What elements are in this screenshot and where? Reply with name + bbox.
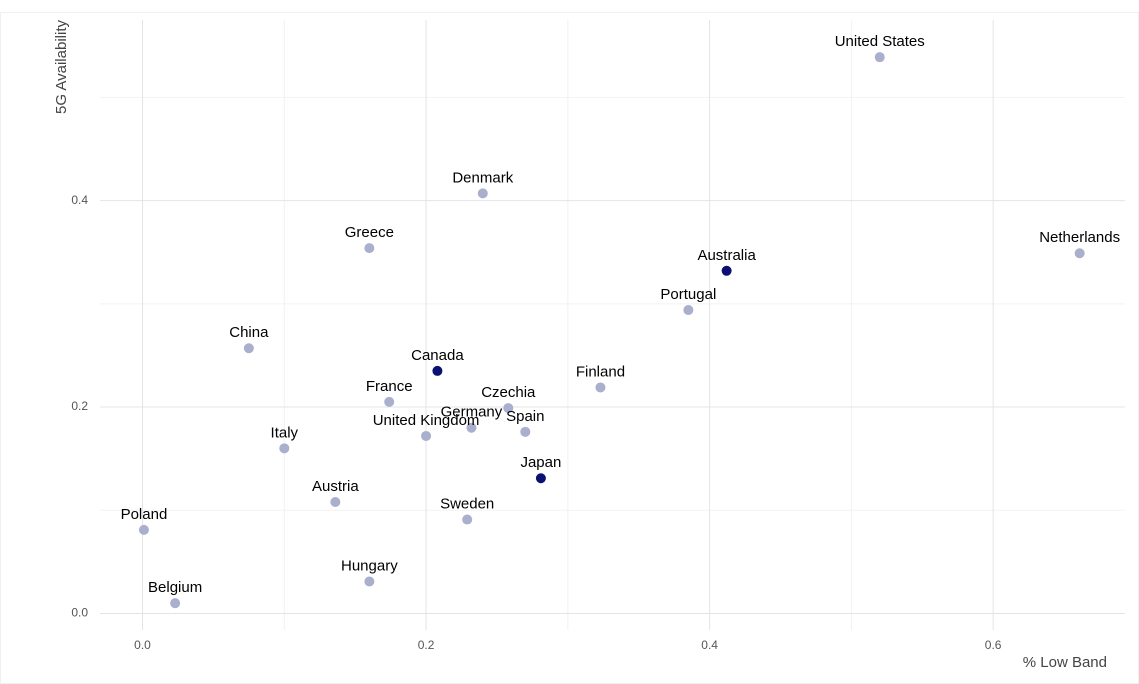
- point: [721, 265, 732, 276]
- point: [595, 382, 606, 393]
- point: [503, 403, 514, 414]
- point-label: Italy: [271, 424, 299, 441]
- point: [364, 243, 375, 254]
- point: [138, 524, 149, 535]
- point: [874, 52, 885, 63]
- point: [477, 188, 488, 199]
- point-label: Poland: [121, 506, 168, 523]
- point-label: Netherlands: [1039, 229, 1120, 246]
- point-label: Finland: [576, 363, 625, 380]
- point-label: Japan: [520, 454, 561, 471]
- point-label: China: [229, 324, 269, 341]
- point: [170, 598, 181, 609]
- point: [384, 396, 395, 407]
- point-label: Spain: [506, 408, 544, 425]
- point: [279, 443, 290, 454]
- y-tick-label: 0.0: [71, 606, 88, 620]
- point: [432, 365, 443, 376]
- point: [243, 343, 254, 354]
- x-tick-label: 0.4: [701, 638, 718, 652]
- point: [1074, 248, 1085, 259]
- point-label: United Kingdom: [373, 412, 480, 429]
- point-label: Canada: [411, 347, 464, 364]
- point-label: United States: [835, 33, 925, 50]
- point-label: Denmark: [452, 169, 513, 186]
- point: [520, 426, 531, 437]
- point: [466, 422, 477, 433]
- point-label: Sweden: [440, 496, 494, 513]
- y-tick-label: 0.4: [71, 193, 88, 207]
- point-label: Hungary: [341, 557, 398, 574]
- point: [535, 473, 546, 484]
- point-label: Portugal: [660, 286, 716, 303]
- point-label: Germany: [441, 404, 503, 421]
- point: [683, 305, 694, 316]
- point: [330, 497, 341, 508]
- x-tick-label: 0.2: [418, 638, 435, 652]
- point-label: Czechia: [481, 384, 536, 401]
- point: [364, 576, 375, 587]
- point-label: Belgium: [148, 579, 202, 596]
- point: [462, 514, 473, 525]
- point-label: Greece: [345, 224, 394, 241]
- x-tick-label: 0.0: [134, 638, 151, 652]
- y-axis-label: 5G Availability: [53, 20, 70, 114]
- point-label: France: [366, 378, 413, 395]
- point-label: Austria: [312, 478, 359, 495]
- x-tick-label: 0.6: [985, 638, 1002, 652]
- point: [421, 430, 432, 441]
- y-tick-label: 0.2: [71, 399, 88, 413]
- point-label: Australia: [697, 247, 756, 264]
- x-axis-label: % Low Band: [1023, 654, 1107, 671]
